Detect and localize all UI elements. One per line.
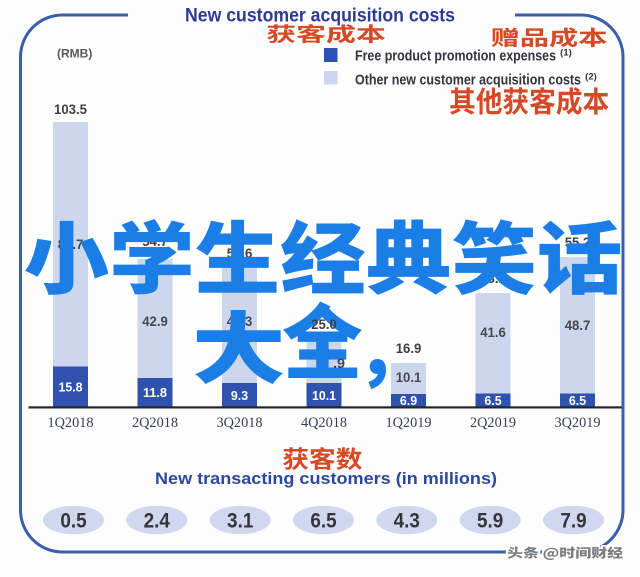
svg-text:Other new customer acquisition: Other new customer acquisition costs (2) bbox=[355, 72, 597, 89]
svg-text:3Q2019: 3Q2019 bbox=[554, 415, 600, 431]
svg-text:41.6: 41.6 bbox=[480, 324, 506, 340]
svg-text:15.8: 15.8 bbox=[59, 380, 83, 395]
svg-text:(RMB): (RMB) bbox=[57, 47, 92, 61]
svg-text:7.9: 7.9 bbox=[560, 509, 586, 532]
svg-text:.9: .9 bbox=[333, 355, 345, 371]
svg-text:6.5: 6.5 bbox=[484, 393, 501, 408]
svg-text:25.0: 25.0 bbox=[311, 316, 337, 332]
svg-text:1Q2019: 1Q2019 bbox=[385, 415, 431, 431]
svg-text:6.5: 6.5 bbox=[569, 393, 586, 408]
svg-text:Free product promotion expense: Free product promotion expenses (1) bbox=[355, 48, 572, 65]
svg-text:0.5: 0.5 bbox=[60, 509, 87, 532]
svg-text:6.5: 6.5 bbox=[310, 509, 337, 532]
svg-text:5.9: 5.9 bbox=[477, 509, 503, 532]
svg-text:48.7: 48.7 bbox=[565, 317, 591, 333]
svg-text:9.3: 9.3 bbox=[231, 388, 248, 403]
svg-text:10.1: 10.1 bbox=[312, 388, 336, 403]
svg-text:6.9: 6.9 bbox=[400, 393, 417, 408]
svg-text:3Q2018: 3Q2018 bbox=[216, 415, 262, 431]
svg-text:1Q2018: 1Q2018 bbox=[47, 415, 93, 431]
svg-text:4.3: 4.3 bbox=[394, 509, 420, 532]
svg-text:New customer acquisition costs: New customer acquisition costs bbox=[185, 5, 455, 27]
svg-text:2Q2018: 2Q2018 bbox=[132, 415, 178, 431]
svg-text:New transacting customers (in: New transacting customers (in millions) bbox=[155, 470, 497, 488]
svg-text:10.1: 10.1 bbox=[396, 369, 422, 385]
svg-text:103.5: 103.5 bbox=[54, 101, 87, 117]
svg-text:3.1: 3.1 bbox=[227, 509, 254, 532]
svg-text:42.9: 42.9 bbox=[142, 313, 168, 329]
svg-text:2Q2019: 2Q2019 bbox=[470, 415, 516, 431]
svg-text:16.9: 16.9 bbox=[396, 340, 422, 356]
svg-text:4Q2018: 4Q2018 bbox=[301, 415, 347, 431]
svg-text:2.4: 2.4 bbox=[144, 509, 171, 532]
svg-text:11.8: 11.8 bbox=[143, 385, 167, 400]
